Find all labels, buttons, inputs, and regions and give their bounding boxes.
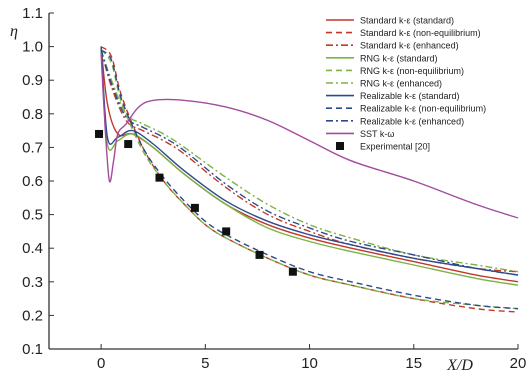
experimental-point	[95, 129, 104, 138]
series-line-4	[100, 49, 519, 310]
y-tick-label: 0.4	[22, 240, 43, 257]
series-line-0	[100, 46, 519, 283]
experimental-point	[288, 267, 297, 276]
legend-marker	[336, 142, 344, 150]
series-line-8	[100, 49, 519, 276]
x-tick-label: 15	[405, 355, 422, 372]
legend-label: Realizable k-ε (enhanced)	[360, 116, 464, 126]
legend-label: Standard k-ε (standard)	[360, 16, 454, 26]
y-tick-label: 1.0	[22, 39, 43, 56]
legend-label: RNG k-ε (enhanced)	[360, 79, 442, 89]
series-layer	[100, 46, 519, 313]
y-tick-label: 0.5	[22, 207, 43, 224]
legend-label: Standard k-ε (enhanced)	[360, 41, 459, 51]
legend-label: SST k-ω	[360, 129, 394, 139]
experimental-point	[222, 227, 231, 236]
y-tick-label: 0.2	[22, 307, 43, 324]
y-tick-label: 0.6	[22, 173, 43, 190]
y-tick-label: 0.9	[22, 72, 43, 89]
y-axis-label: η	[10, 23, 18, 40]
experimental-point	[255, 250, 264, 259]
series-line-3	[100, 49, 519, 286]
series-line-2	[100, 49, 519, 273]
x-tick-label: 0	[97, 355, 105, 372]
legend-label: RNG k-ε (standard)	[360, 53, 438, 63]
axes	[48, 13, 518, 350]
y-tick-label: 0.8	[22, 106, 43, 123]
experimental-points	[95, 129, 297, 276]
x-axis-label: X/D	[446, 357, 473, 374]
ticks: 0.1 0.2 0.3 0.4 0.5 0.6 0.7 0.8 0.9 1.0 1.1 0 5 10 15 2…	[22, 5, 526, 372]
legend-label: Realizable k-ε (standard)	[360, 91, 460, 101]
legend-label: Experimental [20]	[360, 142, 430, 152]
legend-label: Standard k-ε (non-equilibrium)	[360, 28, 481, 38]
series-line-7	[100, 49, 519, 310]
legend-label: RNG k-ε (non-equilibrium)	[360, 66, 464, 76]
y-tick-label: 0.3	[22, 274, 43, 291]
experimental-point	[124, 140, 133, 149]
experimental-point	[155, 173, 164, 182]
x-tick-label: 20	[510, 355, 527, 372]
experimental-point	[190, 203, 199, 212]
x-tick-label: 5	[201, 355, 209, 372]
x-tick-label: 10	[301, 355, 318, 372]
legend: Standard k-ε (standard) Standard k-ε (non…	[326, 16, 486, 152]
series-line-9	[100, 53, 519, 219]
y-tick-label: 0.1	[22, 341, 43, 358]
y-tick-label: 1.1	[22, 5, 43, 22]
y-tick-label: 0.7	[22, 139, 43, 156]
legend-label: Realizable k-ε (non-equilibrium)	[360, 104, 486, 114]
